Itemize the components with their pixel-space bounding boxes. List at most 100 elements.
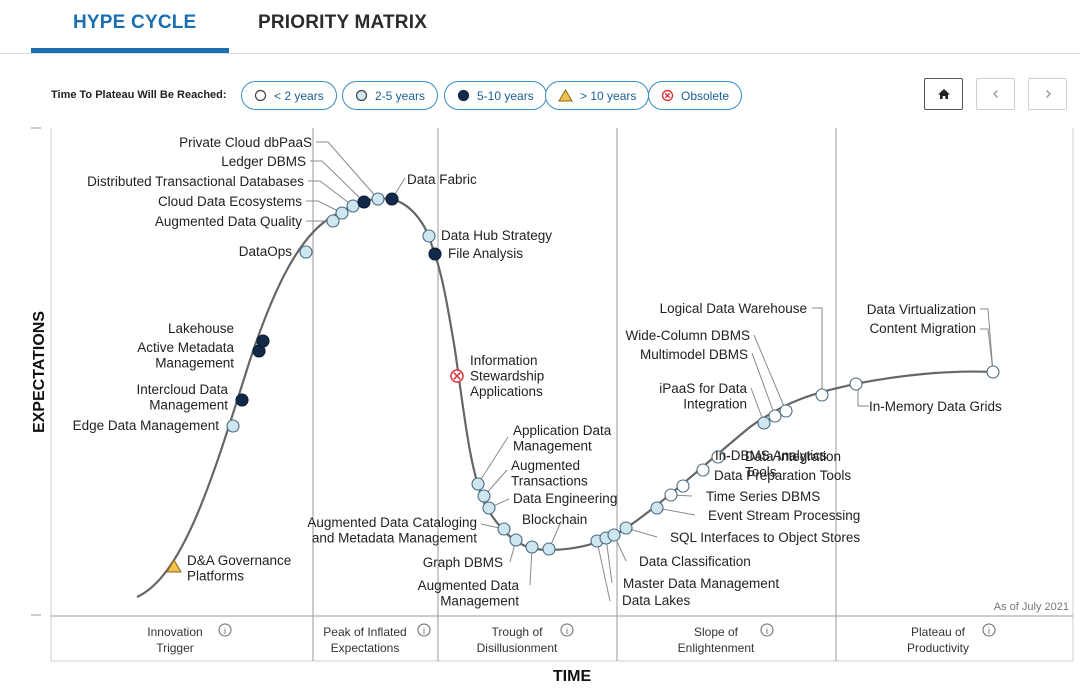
technology-label-line: Augmented — [511, 458, 580, 473]
info-icon[interactable]: i — [982, 623, 996, 637]
technology-label[interactable]: Data Hub Strategy — [441, 228, 552, 243]
technology-marker[interactable] — [779, 404, 793, 418]
technology-label[interactable]: Logical Data Warehouse — [660, 301, 807, 316]
technology-marker[interactable] — [696, 463, 710, 477]
technology-marker[interactable] — [986, 365, 1000, 379]
technology-label-line: Data Virtualization — [867, 302, 976, 317]
technology-marker[interactable] — [815, 388, 829, 402]
technology-label[interactable]: In-DBMS Analytics — [715, 448, 827, 463]
technology-label[interactable]: Private Cloud dbPaaS — [179, 135, 312, 150]
technology-label[interactable]: Content Migration — [869, 321, 976, 336]
info-icon[interactable]: i — [417, 623, 431, 637]
technology-marker-triangle[interactable] — [166, 559, 182, 573]
technology-marker[interactable] — [849, 377, 863, 391]
phase-innovation-trigger-line1: Innovation — [147, 625, 202, 639]
technology-label[interactable]: Cloud Data Ecosystems — [158, 194, 302, 209]
technology-label[interactable]: Time Series DBMS — [706, 489, 820, 504]
technology-label[interactable]: Data Lakes — [622, 593, 691, 608]
info-icon[interactable]: i — [760, 623, 774, 637]
technology-marker[interactable] — [650, 501, 664, 515]
technology-label[interactable]: In-Memory Data Grids — [869, 399, 1002, 414]
technology-label[interactable]: Event Stream Processing — [708, 508, 860, 523]
technology-marker[interactable] — [497, 522, 511, 536]
phase-trough-line1: Trough of — [492, 625, 544, 639]
info-icon[interactable]: i — [560, 623, 574, 637]
legend-filter-obsolete[interactable]: Obsolete — [648, 81, 743, 110]
technology-label[interactable]: Augmented Data Quality — [155, 214, 302, 229]
technology-label[interactable]: D&A Governance Platforms — [187, 553, 291, 584]
technology-marker[interactable] — [542, 542, 556, 556]
tab-priority-matrix[interactable]: PRIORITY MATRIX — [258, 12, 428, 33]
technology-marker[interactable] — [326, 214, 340, 228]
technology-label[interactable]: Graph DBMS — [423, 555, 503, 570]
technology-marker[interactable] — [607, 528, 621, 542]
technology-label[interactable]: Lakehouse — [168, 321, 234, 336]
technology-label[interactable]: Data Virtualization — [867, 302, 976, 317]
legend-filter-2to5[interactable]: 2-5 years — [342, 81, 439, 110]
technology-marker[interactable] — [422, 229, 436, 243]
technology-marker[interactable] — [757, 416, 771, 430]
technology-marker[interactable] — [664, 488, 678, 502]
technology-marker[interactable] — [509, 533, 523, 547]
tab-hype-cycle[interactable]: HYPE CYCLE — [73, 12, 197, 33]
home-button[interactable] — [924, 78, 963, 110]
technology-marker[interactable] — [428, 247, 442, 261]
technology-label[interactable]: Information Stewardship Applications — [470, 353, 544, 399]
technology-label[interactable]: File Analysis — [448, 246, 523, 261]
technology-label[interactable]: Edge Data Management — [73, 418, 220, 433]
technology-label[interactable]: Master Data Management — [623, 576, 779, 591]
technology-label-line: Augmented Data Cataloging — [307, 515, 477, 530]
technology-marker[interactable] — [482, 501, 496, 515]
technology-label-line: Tools — [745, 465, 777, 480]
technology-label[interactable]: Active Metadata Management — [137, 340, 234, 371]
legend-filter-lt2[interactable]: < 2 years — [241, 81, 337, 110]
technology-label[interactable]: Augmented Data Management — [418, 578, 520, 609]
technology-label[interactable]: Data Preparation Tools — [714, 468, 851, 483]
technology-marker[interactable] — [371, 192, 385, 206]
technology-label-line: Logical Data Warehouse — [660, 301, 807, 316]
technology-marker[interactable] — [768, 409, 782, 423]
technology-label[interactable]: Intercloud Data Management — [136, 382, 228, 413]
x-axis-label: TIME — [553, 668, 592, 685]
technology-label-line: Management — [440, 594, 519, 609]
technology-label[interactable]: DataOps — [239, 244, 293, 259]
technology-label-line: Data Integration — [745, 449, 841, 464]
technology-label[interactable]: SQL Interfaces to Object Stores — [670, 530, 860, 545]
technology-label[interactable]: Wide-Column DBMS — [625, 328, 750, 343]
leader-line — [310, 160, 365, 203]
technology-label[interactable]: Blockchain — [522, 512, 587, 527]
technology-label[interactable]: Ledger DBMS — [221, 154, 306, 169]
technology-marker[interactable] — [299, 245, 313, 259]
technology-marker[interactable] — [525, 540, 539, 554]
technology-label[interactable]: Data Integration Tools — [745, 449, 841, 480]
technology-label[interactable]: Data Fabric — [407, 172, 477, 187]
technology-label[interactable]: Distributed Transactional Databases — [87, 174, 304, 189]
technology-marker[interactable] — [226, 419, 240, 433]
technology-marker-obsolete[interactable] — [450, 369, 464, 383]
info-icon[interactable]: i — [218, 623, 232, 637]
technology-marker[interactable] — [256, 334, 270, 348]
technology-label[interactable]: Data Engineering — [513, 491, 617, 506]
technology-label[interactable]: Application Data Management — [513, 423, 612, 454]
technology-marker[interactable] — [477, 489, 491, 503]
technology-label[interactable]: Augmented Transactions — [511, 458, 588, 489]
previous-button[interactable] — [976, 78, 1015, 110]
legend-filter-gt10[interactable]: > 10 years — [545, 81, 650, 110]
technology-marker[interactable] — [711, 450, 725, 464]
technology-marker[interactable] — [235, 393, 249, 407]
technology-marker[interactable] — [385, 192, 399, 206]
technology-label[interactable]: iPaaS for Data Integration — [659, 381, 747, 412]
technology-label[interactable]: Data Classification — [639, 554, 751, 569]
technology-marker[interactable] — [676, 479, 690, 493]
technology-label-line: Management — [513, 439, 592, 454]
leader-line — [812, 307, 823, 395]
legend-filter-5to10[interactable]: 5-10 years — [444, 81, 547, 110]
technology-label[interactable]: Augmented Data Cataloging and Metadata Ma… — [307, 515, 477, 546]
next-button[interactable] — [1028, 78, 1067, 110]
technology-label[interactable]: Multimodel DBMS — [640, 347, 748, 362]
technology-marker[interactable] — [619, 521, 633, 535]
technology-marker[interactable] — [357, 195, 371, 209]
technology-marker[interactable] — [471, 477, 485, 491]
technology-marker[interactable] — [335, 206, 349, 220]
technology-marker[interactable] — [346, 199, 360, 213]
